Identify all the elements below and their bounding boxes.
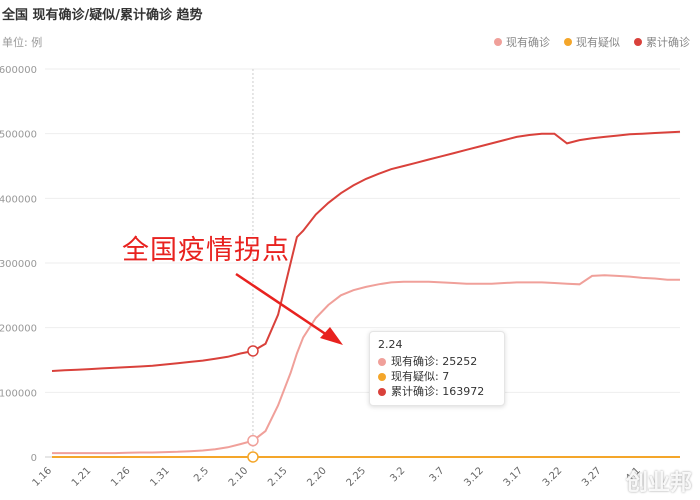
annotation-arrow-head [320, 327, 343, 345]
tooltip-dot-suspected [378, 372, 386, 381]
legend-dot-cumulative [634, 38, 642, 46]
tooltip-row-current: 现有确诊: 25252 [378, 354, 496, 369]
legend-label-cumulative: 累计确诊 [646, 36, 690, 49]
x-tick-label: 3.12 [462, 465, 486, 489]
x-tick-label: 1.26 [109, 465, 133, 489]
tooltip-value-cumulative: 累计确诊: 163972 [391, 385, 485, 398]
legend-item-current[interactable]: 现有确诊 [494, 34, 550, 50]
x-tick-label: 2.25 [345, 465, 369, 489]
tooltip-row-cumulative: 累计确诊: 163972 [378, 384, 496, 399]
x-tick-label: 3.7 [428, 465, 447, 484]
x-tick-label: 3.22 [541, 465, 565, 489]
hover-point-1 [247, 451, 259, 463]
hover-point-0 [247, 434, 259, 447]
legend-dot-suspected [564, 38, 572, 46]
turning-point-annotation: 全国疫情拐点 [122, 235, 290, 266]
x-tick-label: 2.10 [227, 465, 251, 489]
tooltip-value-current: 现有确诊: 25252 [391, 355, 478, 368]
x-tick-label: 2.20 [305, 465, 329, 489]
y-tick-label: 200000 [0, 324, 37, 335]
hover-point-2 [247, 345, 259, 357]
y-tick-label: 300000 [0, 259, 37, 270]
legend-item-cumulative[interactable]: 累计确诊 [634, 34, 690, 50]
tooltip-dot-current [378, 357, 386, 366]
x-tick-label: 1.16 [31, 465, 55, 489]
x-tick-label: 1.31 [148, 465, 172, 489]
tooltip-row-suspected: 现有疑似: 7 [378, 369, 496, 384]
chart-title: 全国 现有确诊/疑似/累计确诊 趋势 [2, 8, 203, 23]
x-tick-label: 3.2 [388, 465, 407, 484]
watermark-logo: 创业邦 [625, 471, 692, 496]
x-tick-label: 1.21 [70, 465, 94, 489]
series-line-2[interactable] [51, 130, 681, 372]
y-tick-label: 600000 [0, 65, 37, 76]
x-tick-label: 3.27 [580, 465, 604, 489]
series-line-0[interactable] [52, 274, 680, 455]
x-tick-label: 2.15 [266, 465, 290, 489]
y-tick-label: 100000 [0, 388, 37, 399]
x-tick-label: 2.5 [192, 465, 211, 484]
y-tick-label: 400000 [0, 194, 37, 205]
tooltip-dot-cumulative [378, 387, 386, 396]
legend-label-current: 现有确诊 [506, 36, 550, 49]
tooltip-value-suspected: 现有疑似: 7 [391, 370, 450, 383]
legend-dot-current [494, 38, 502, 46]
x-tick-label: 3.17 [502, 465, 526, 489]
y-tick-label: 0 [31, 453, 37, 464]
legend: 现有确诊 现有疑似 累计确诊 [494, 34, 690, 50]
y-tick-label: 500000 [0, 130, 37, 141]
unit-label: 单位: 例 [2, 36, 43, 49]
chart-tooltip: 2.24 现有确诊: 25252 现有疑似: 7 累计确诊: 163972 [369, 331, 505, 406]
legend-item-suspected[interactable]: 现有疑似 [564, 34, 620, 50]
annotation-arrow-shaft [235, 272, 331, 339]
tooltip-date: 2.24 [378, 338, 403, 351]
legend-label-suspected: 现有疑似 [576, 36, 620, 49]
